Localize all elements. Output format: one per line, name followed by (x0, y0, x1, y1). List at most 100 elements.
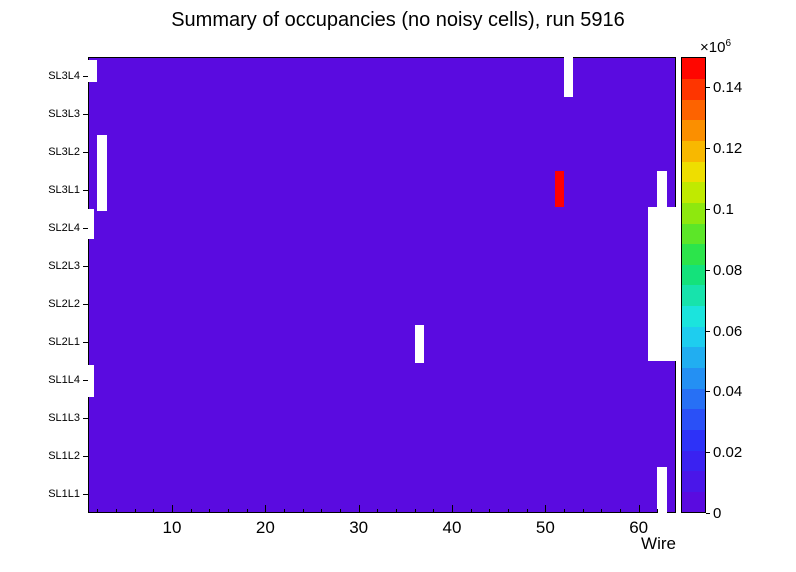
y-axis-label: SL3L4 (48, 70, 80, 82)
x-axis-major-tick (265, 505, 267, 513)
colorbar-block (682, 429, 705, 451)
y-axis-label: SL3L1 (48, 184, 80, 196)
y-axis-label: SL3L3 (48, 108, 80, 120)
y-axis-label: SL1L4 (48, 374, 80, 386)
x-axis-tick-label: 60 (629, 518, 649, 537)
x-axis-minor-tick (508, 509, 509, 513)
colorbar-tick-label: 0.06 (713, 322, 743, 340)
y-axis-tick (83, 342, 88, 343)
colorbar-tick (706, 87, 710, 89)
colorbar-tick-label: 0.04 (713, 383, 743, 401)
colorbar-tick-label: 0.12 (713, 140, 743, 158)
x-axis-tick-label: 10 (162, 518, 182, 537)
colorbar-block (682, 388, 705, 410)
missing-cell (657, 171, 667, 209)
x-axis-minor-tick (620, 509, 621, 513)
colorbar-block (682, 305, 705, 327)
y-axis-label: SL2L3 (48, 260, 80, 272)
colorbar-tick-label: 0.1 (713, 201, 734, 218)
colorbar-block (682, 346, 705, 369)
y-axis-label: SL2L2 (48, 298, 80, 310)
colorbar-multiplier: ×106 (700, 38, 731, 56)
colorbar-tick (706, 209, 710, 210)
x-axis-minor-tick (489, 509, 491, 513)
x-axis-minor-tick (209, 509, 211, 513)
colorbar-tick (706, 391, 710, 393)
y-axis-label: SL2L1 (48, 336, 80, 348)
y-axis-tick (83, 494, 88, 495)
x-axis-minor-tick (396, 509, 397, 513)
chart-title: Summary of occupancies (no noisy cells),… (171, 9, 625, 31)
colorbar-multiplier-exp: 6 (725, 38, 732, 49)
x-axis-minor-tick (97, 509, 99, 513)
x-axis-major-tick (172, 505, 173, 513)
x-axis-major-tick (638, 505, 640, 513)
colorbar-block (682, 243, 705, 265)
colorbar-tick-label: 0.08 (713, 261, 743, 279)
x-axis-major-tick (358, 505, 360, 513)
colorbar-block (682, 367, 705, 389)
colorbar-block (682, 119, 705, 142)
missing-cell (648, 207, 676, 361)
y-axis-label: SL1L2 (48, 450, 80, 462)
y-axis-tick (83, 152, 88, 153)
x-axis-tick-label: 50 (535, 518, 555, 537)
colorbar-block (682, 491, 705, 513)
x-axis-minor-tick (414, 509, 416, 513)
x-axis-minor-tick (190, 509, 192, 513)
x-axis-major-tick (545, 505, 547, 513)
y-axis-label: SL2L4 (48, 222, 80, 234)
x-axis-minor-tick (116, 509, 117, 513)
y-axis-tick (83, 266, 88, 267)
y-axis-tick (83, 304, 88, 305)
x-axis-minor-tick (582, 509, 584, 513)
y-axis-tick (83, 76, 88, 77)
colorbar-tick (706, 330, 710, 332)
x-axis-major-tick (452, 505, 453, 513)
colorbar-tick (706, 269, 710, 271)
missing-cell (88, 364, 94, 398)
y-axis-tick (83, 228, 88, 229)
hot-cell (554, 171, 564, 208)
x-axis-minor-tick (526, 509, 528, 513)
colorbar-block (682, 264, 705, 286)
x-axis-minor-tick (153, 509, 155, 513)
y-axis-tick (83, 114, 88, 115)
colorbar-multiplier-base: ×10 (700, 39, 726, 56)
x-axis-minor-tick (321, 509, 323, 513)
colorbar-block (682, 202, 705, 224)
y-axis-tick (83, 380, 88, 381)
colorbar-tick (706, 513, 710, 514)
x-axis-minor-tick (564, 509, 565, 513)
x-axis-title: Wire (641, 534, 676, 553)
x-axis-tick-label: 20 (255, 518, 275, 537)
y-axis-tick (83, 190, 88, 191)
colorbar-block (682, 99, 705, 121)
y-axis-tick (83, 418, 88, 419)
y-axis-label: SL1L3 (48, 412, 80, 424)
colorbar-block (682, 223, 705, 245)
missing-cell (88, 209, 94, 240)
colorbar-block (682, 285, 705, 307)
x-axis-minor-tick (340, 509, 341, 513)
colorbar-tick (706, 452, 710, 454)
x-axis-minor-tick (657, 509, 659, 513)
x-axis-minor-tick (377, 509, 379, 513)
colorbar-block (682, 78, 705, 100)
colorbar-tick-label: 0.14 (713, 79, 743, 97)
x-axis-tick-label: 40 (442, 518, 462, 537)
colorbar-block (682, 326, 705, 348)
x-axis-minor-tick (134, 509, 136, 513)
colorbar-block (682, 450, 705, 472)
colorbar-tick (706, 148, 710, 150)
x-axis-minor-tick (302, 509, 304, 513)
colorbar-block (682, 181, 705, 203)
x-axis-tick-label: 30 (349, 518, 369, 537)
plot-frame (88, 57, 676, 513)
missing-cell (97, 134, 107, 211)
colorbar-tick-label: 0 (713, 505, 722, 522)
colorbar-tick-label: 0.02 (713, 444, 743, 462)
colorbar-block (682, 470, 705, 492)
x-axis-minor-tick (228, 509, 229, 513)
missing-cell (657, 467, 667, 513)
